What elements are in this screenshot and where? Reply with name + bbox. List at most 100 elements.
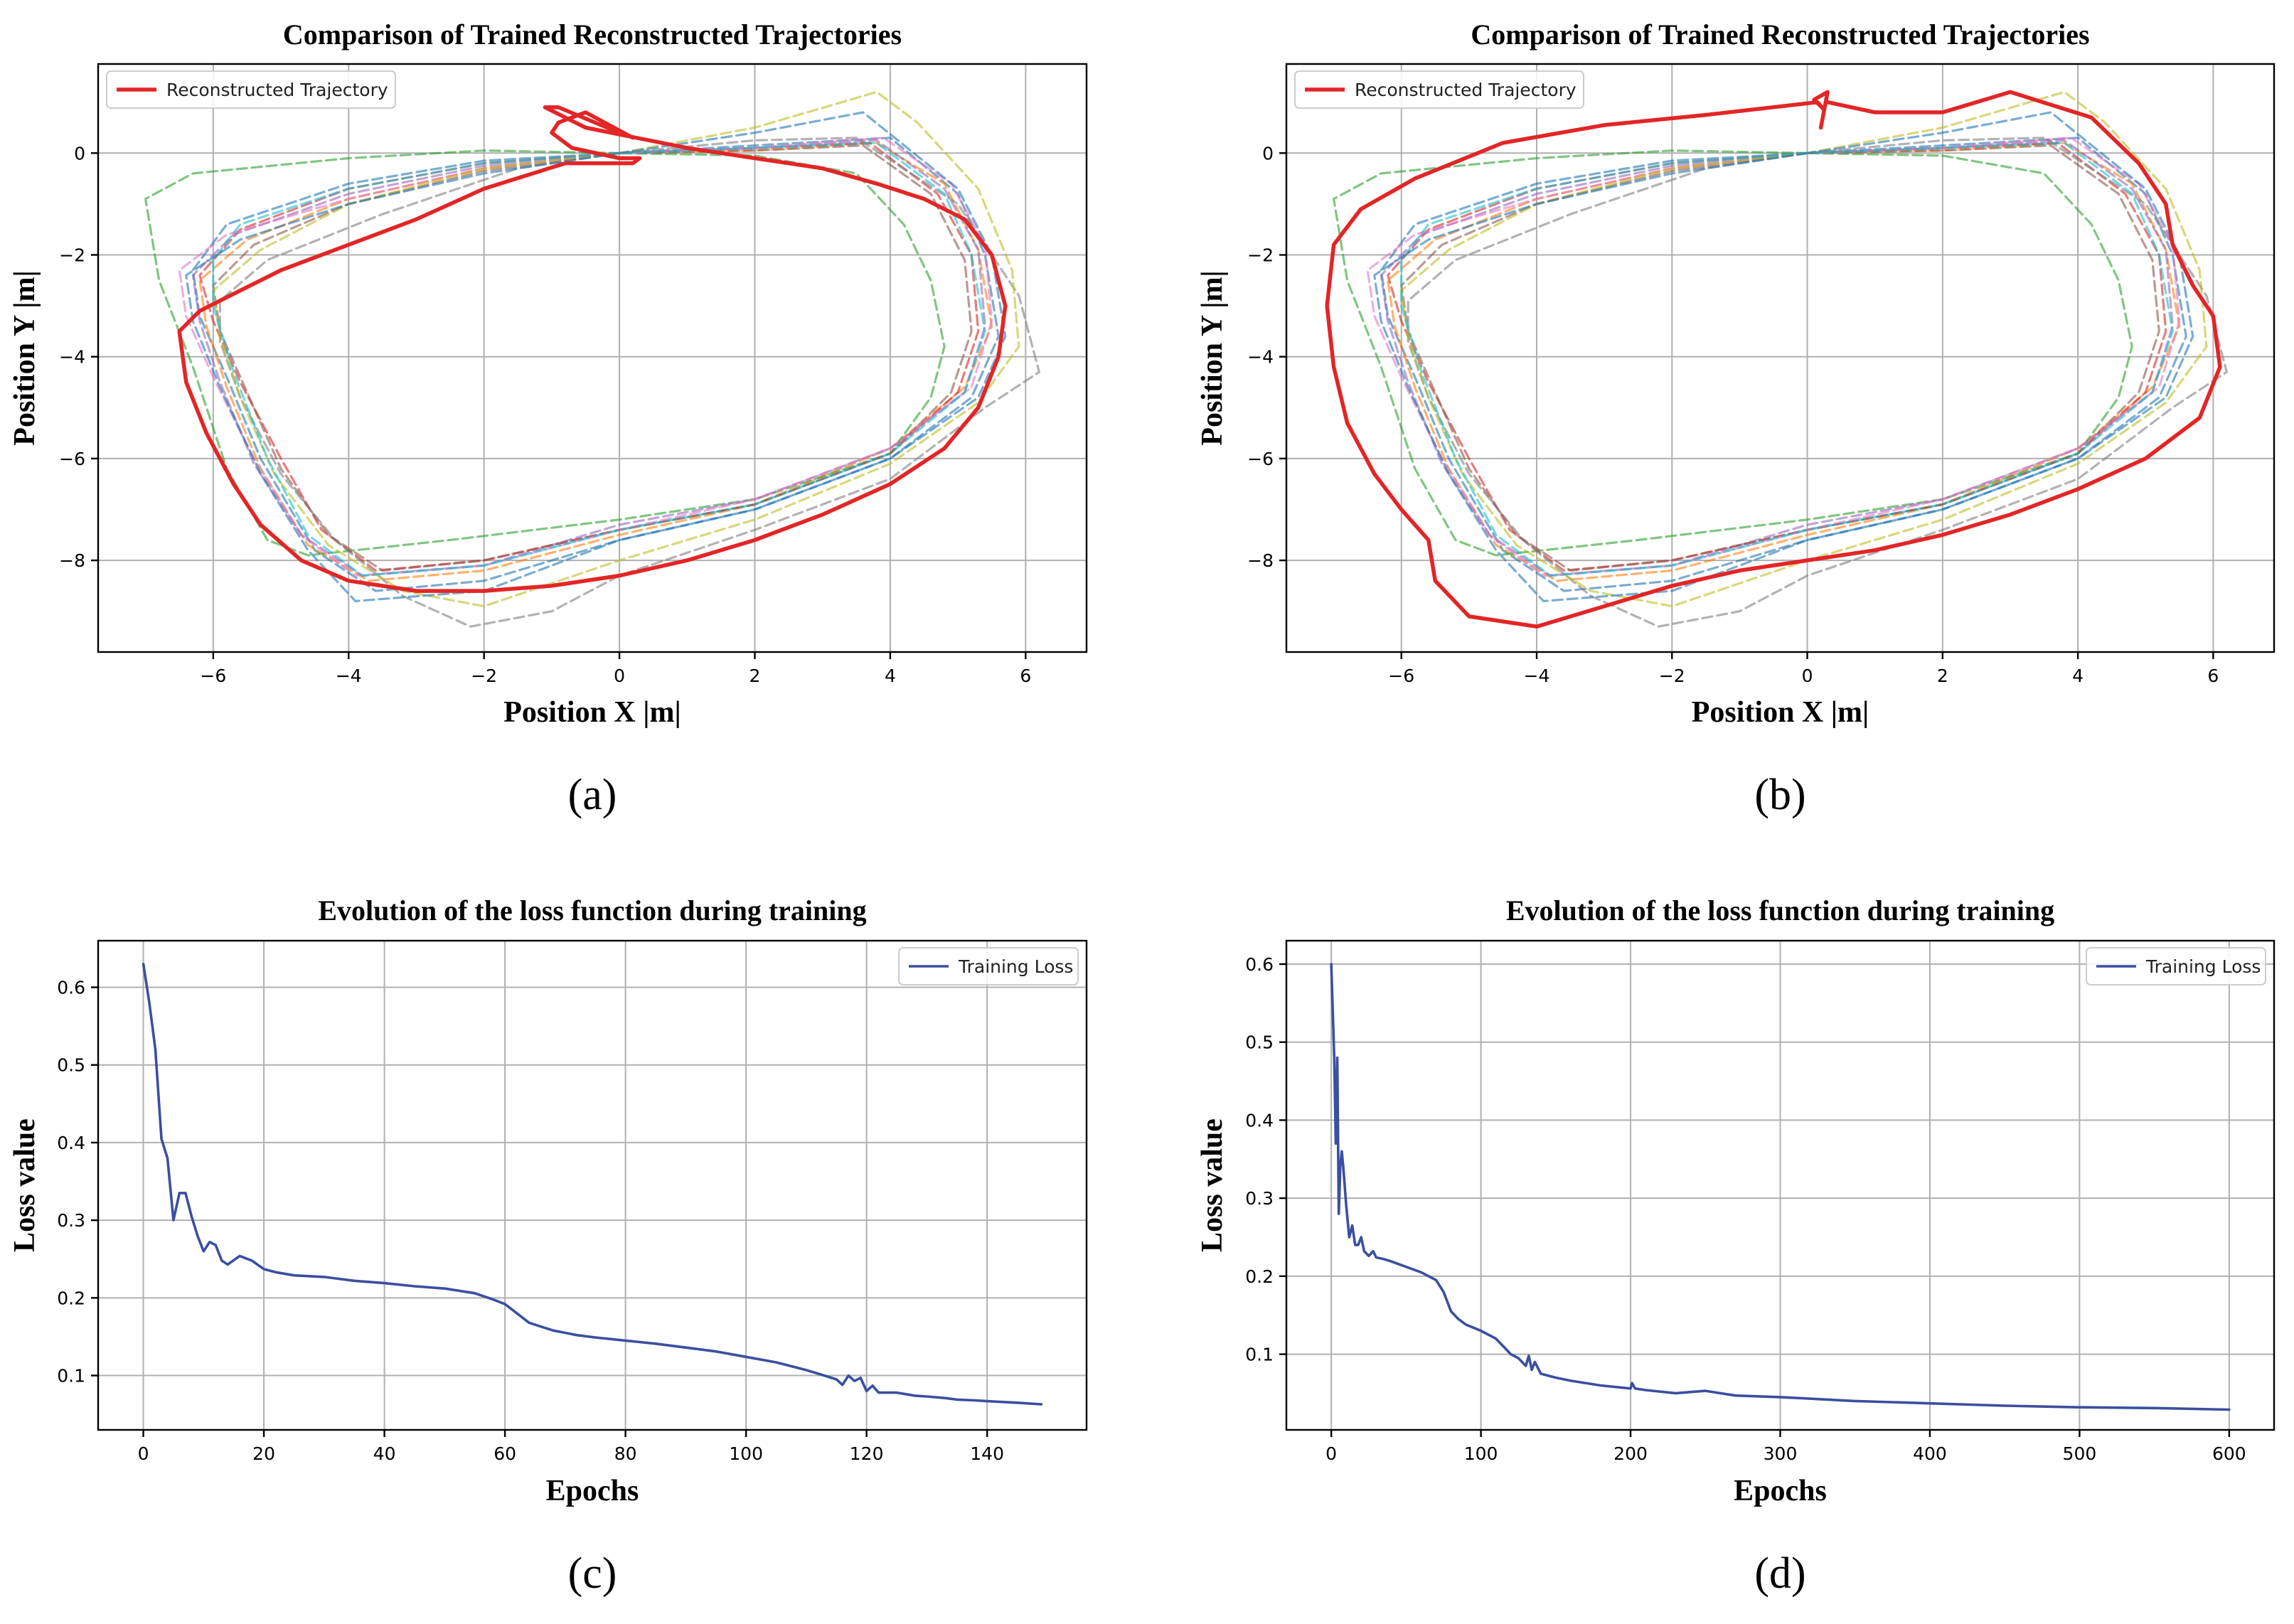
series-line-reconstructed-trajectory [1325, 90, 2222, 629]
x-tick-label: −6 [200, 666, 226, 686]
legend-entry: Reconstructed Trajectory [1355, 80, 1577, 100]
y-tick-label: 0.2 [1245, 1266, 1274, 1287]
legend-entry: Reconstructed Trajectory [166, 80, 388, 100]
reference-trajectory-line [1380, 137, 2187, 592]
y-tick-label: 0.1 [57, 1366, 85, 1387]
reference-trajectory-line [212, 90, 1020, 608]
y-tick-label: 0 [74, 143, 85, 164]
panel-label: (b) [1754, 771, 1805, 819]
x-tick-label: 140 [970, 1443, 1004, 1464]
x-tick-label: 4 [885, 666, 896, 686]
y-tick-label: 0.5 [57, 1055, 85, 1076]
y-tick-label: 0.1 [1245, 1345, 1274, 1365]
plot-frame [97, 939, 1088, 1431]
reference-trajectory-line [1400, 141, 2174, 577]
y-tick-label: 0.5 [1245, 1032, 1274, 1053]
plot-frame [97, 63, 1088, 653]
series-group [142, 963, 1043, 1406]
x-tick-label: 100 [1464, 1443, 1498, 1464]
series-group [144, 90, 1041, 628]
x-tick-label: 120 [850, 1443, 884, 1464]
chart-title: Evolution of the loss function during tr… [1506, 894, 2054, 926]
series-line-training-loss [1330, 963, 2231, 1411]
legend-box [106, 70, 396, 109]
y-tick-label: −4 [1247, 347, 1274, 368]
y-tick-label: −8 [1247, 550, 1274, 571]
y-tick-label: 0.3 [57, 1210, 85, 1231]
chart-title: Evolution of the loss function during tr… [318, 894, 866, 926]
x-tick-label: 300 [1764, 1443, 1798, 1464]
plot-frame [1285, 63, 2276, 653]
y-tick-label: 0.6 [1245, 954, 1274, 975]
x-tick-label: 200 [1613, 1443, 1648, 1464]
x-axis-label: Position X |m| [1692, 696, 1869, 729]
y-tick-label: 0 [1262, 143, 1274, 164]
chart-panel-c: 0 20 40 60 80 100 120 140 0.1 0.2 0.3 0.4 0.5 0.6 Evol… [9, 894, 1088, 1598]
series-group [1330, 963, 2231, 1411]
x-tick-label: −6 [1388, 666, 1414, 686]
chart-panel-a: −6 −4 −2 0 2 4 6 −8 −6 −4 −2 0 Comparison of Trained… [9, 18, 1088, 819]
y-tick-label: 0.2 [57, 1288, 85, 1308]
legend: Reconstructed Trajectory [1294, 70, 1584, 109]
reference-trajectory-line [144, 149, 946, 557]
x-axis-label: Position X |m| [503, 696, 681, 729]
legend: Training Loss [2086, 947, 2266, 985]
reference-trajectory-line [212, 141, 986, 577]
x-tick-label: 600 [2212, 1443, 2246, 1464]
x-tick-label: 500 [2063, 1443, 2097, 1464]
chart-panel-b: −6 −4 −2 0 2 4 6 −8 −6 −4 −2 0 Comparison of Trained… [1196, 18, 2276, 819]
y-tick-label: −8 [59, 550, 85, 571]
reference-trajectory-line [1400, 90, 2208, 608]
panel-label: (a) [568, 771, 617, 819]
y-tick-label: 0.3 [1245, 1188, 1274, 1209]
legend-entry: Training Loss [2145, 956, 2261, 977]
x-tick-label: 2 [1937, 666, 1948, 686]
x-tick-label: 0 [1802, 666, 1813, 686]
panel-label: (d) [1754, 1549, 1805, 1598]
series-line-reconstructed-trajectory [177, 105, 1008, 593]
y-tick-label: −6 [59, 449, 85, 469]
reference-trajectory-line [1400, 144, 2160, 572]
y-tick-label: 0.4 [57, 1133, 85, 1153]
x-tick-label: −4 [336, 666, 362, 686]
y-tick-label: 0.4 [1245, 1110, 1274, 1131]
reference-trajectory-line [198, 141, 993, 582]
reference-trajectory-line [1387, 141, 2181, 582]
x-tick-label: 400 [1913, 1443, 1947, 1464]
legend: Reconstructed Trajectory [106, 70, 396, 109]
y-tick-label: 0.6 [57, 978, 85, 998]
x-tick-label: 40 [373, 1443, 396, 1464]
x-tick-label: −2 [1659, 666, 1685, 686]
reference-trajectory-line [212, 144, 973, 572]
legend-box [898, 947, 1079, 985]
x-tick-label: 0 [138, 1443, 149, 1464]
legend-entry: Training Loss [958, 956, 1073, 977]
y-tick-label: −2 [59, 245, 85, 266]
x-tick-label: 6 [2207, 666, 2219, 686]
chart-title: Comparison of Trained Reconstructed Traj… [283, 18, 902, 50]
legend-box [2086, 947, 2266, 985]
reference-trajectory-line [1373, 111, 2194, 603]
series-group [1325, 90, 2228, 629]
x-tick-label: 100 [729, 1443, 763, 1464]
reference-trajectory-line [178, 137, 993, 577]
x-tick-label: 4 [2072, 666, 2084, 686]
chart-panel-d: 0 100 200 300 400 500 600 0.1 0.2 0.3 0.4 0.5 0.6 Evo… [1196, 894, 2276, 1598]
series-line-training-loss [142, 963, 1043, 1406]
y-tick-label: −6 [1247, 449, 1274, 469]
y-tick-label: −4 [59, 347, 85, 368]
y-tick-label: −2 [1247, 245, 1274, 266]
x-tick-label: 0 [1325, 1443, 1337, 1464]
reference-trajectory-line [1332, 149, 2133, 557]
x-tick-label: 80 [614, 1443, 637, 1464]
y-axis-label: Position Y |m| [1196, 270, 1229, 445]
x-tick-label: 20 [252, 1443, 275, 1464]
x-tick-label: 2 [749, 666, 761, 686]
x-tick-label: 0 [614, 666, 625, 686]
legend: Training Loss [898, 947, 1079, 985]
chart-title: Comparison of Trained Reconstructed Traj… [1471, 18, 2089, 50]
x-tick-label: −2 [471, 666, 497, 686]
x-tick-label: 6 [1020, 666, 1031, 686]
x-axis-label: Epochs [546, 1475, 639, 1507]
